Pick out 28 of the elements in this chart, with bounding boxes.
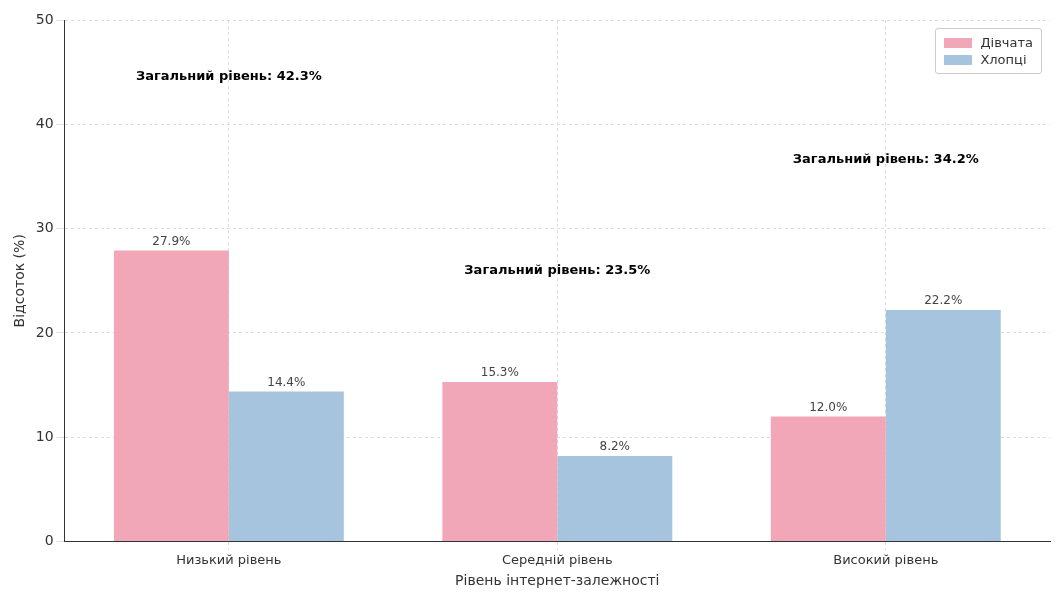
x-tick-label: Низький рівень xyxy=(176,551,282,567)
y-tick-label: 10 xyxy=(35,427,54,444)
data-label: 27.9% xyxy=(152,233,191,248)
y-axis-title: Відсоток (%) xyxy=(11,234,28,328)
annotation: Загальний рівень: 34.2% xyxy=(792,151,979,167)
legend-label: Хлопці xyxy=(980,52,1027,67)
y-tick-label: 0 xyxy=(44,532,54,549)
bar xyxy=(557,456,673,542)
legend-label: Дівчата xyxy=(980,35,1033,50)
y-tick-label: 20 xyxy=(35,323,54,340)
annotation: Загальний рівень: 42.3% xyxy=(135,67,322,83)
bar xyxy=(770,416,886,542)
x-tick-label: Середній рівень xyxy=(501,551,613,567)
data-label: 8.2% xyxy=(599,439,631,454)
y-tick-label: 30 xyxy=(35,219,54,236)
bar xyxy=(885,310,1001,542)
bar xyxy=(113,250,229,542)
data-label: 15.3% xyxy=(480,365,519,380)
data-label: 14.4% xyxy=(267,374,306,389)
x-axis-title: Рівень інтернет-залежності xyxy=(455,572,660,589)
data-label: 22.2% xyxy=(924,293,963,308)
annotation: Загальний рівень: 23.5% xyxy=(464,261,651,277)
bar xyxy=(228,391,344,542)
y-tick-label: 40 xyxy=(35,114,54,131)
x-tick-label: Високий рівень xyxy=(833,551,939,567)
y-tick-label: 50 xyxy=(35,10,54,27)
bar xyxy=(442,381,558,542)
data-label: 12.0% xyxy=(809,399,848,414)
